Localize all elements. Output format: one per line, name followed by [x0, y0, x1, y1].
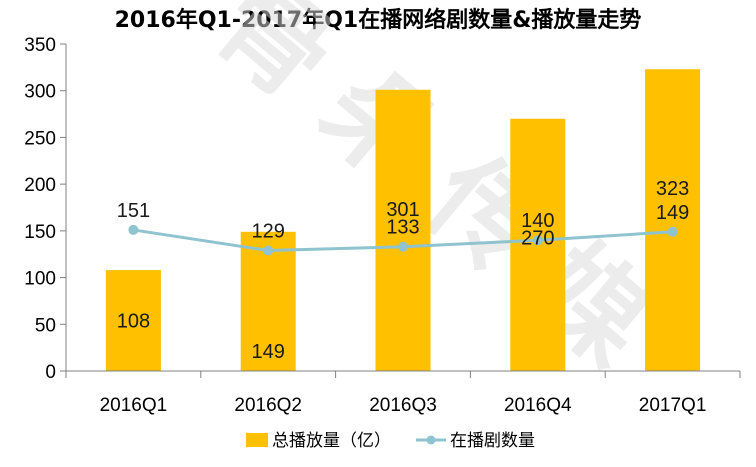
legend-bar-swatch	[246, 433, 268, 447]
legend-bar-label: 总播放量（亿）	[272, 431, 391, 451]
x-tick-label: 2016Q4	[504, 395, 572, 416]
y-tick-label: 0	[45, 362, 56, 383]
y-tick-label: 300	[24, 82, 56, 103]
line-point-2016Q2	[263, 245, 274, 256]
line-value-label: 151	[117, 200, 150, 222]
line-series	[128, 224, 678, 256]
line-value-label: 133	[386, 217, 419, 239]
line-point-2016Q3	[398, 241, 408, 252]
line-point-2017Q1	[667, 226, 678, 237]
bar-2016Q1	[105, 270, 161, 371]
x-axis: 2016Q1 2016Q2 2016Q3 2016Q4 2017Q1	[65, 370, 741, 416]
bar-series	[105, 69, 701, 372]
y-axis: 0 50 100 150 200 250 300 350	[24, 35, 67, 383]
line-point-2016Q4	[532, 235, 543, 246]
line-value-label: 140	[521, 210, 554, 232]
bar-value-label: 149	[252, 341, 285, 363]
y-tick-label: 100	[24, 269, 56, 290]
x-tick-label: 2016Q2	[234, 395, 302, 416]
bar-value-label: 301	[386, 199, 419, 221]
line-data-labels: 151 129 133 140 149	[117, 200, 690, 243]
x-tick-label: 2016Q3	[369, 395, 437, 416]
line-point-2016Q1	[128, 224, 139, 235]
bar-2017Q1	[645, 69, 701, 372]
x-tick-label: 2017Q1	[639, 395, 707, 416]
legend: 总播放量（亿） 在播剧数量	[246, 431, 535, 451]
y-tick-label: 350	[24, 35, 56, 56]
y-tick-label: 150	[24, 222, 56, 243]
bar-2016Q3	[375, 89, 431, 371]
bar-value-label: 323	[656, 178, 689, 200]
x-tick-label: 2016Q1	[100, 395, 168, 416]
line-value-label: 129	[252, 220, 285, 242]
chart-title: 2016年Q1-2017年Q1在播网络剧数量&播放量走势	[114, 8, 642, 33]
y-tick-label: 250	[24, 128, 56, 149]
line-value-label: 149	[656, 202, 689, 224]
y-tick-label: 50	[35, 315, 56, 336]
bar-value-label: 108	[117, 311, 150, 333]
legend-line-label: 在播剧数量	[450, 431, 535, 451]
y-tick-label: 200	[24, 175, 56, 196]
bar-data-labels: 108 149 301 270 323	[117, 178, 690, 363]
legend-line-marker	[426, 435, 436, 445]
bar-value-label: 270	[521, 228, 554, 250]
